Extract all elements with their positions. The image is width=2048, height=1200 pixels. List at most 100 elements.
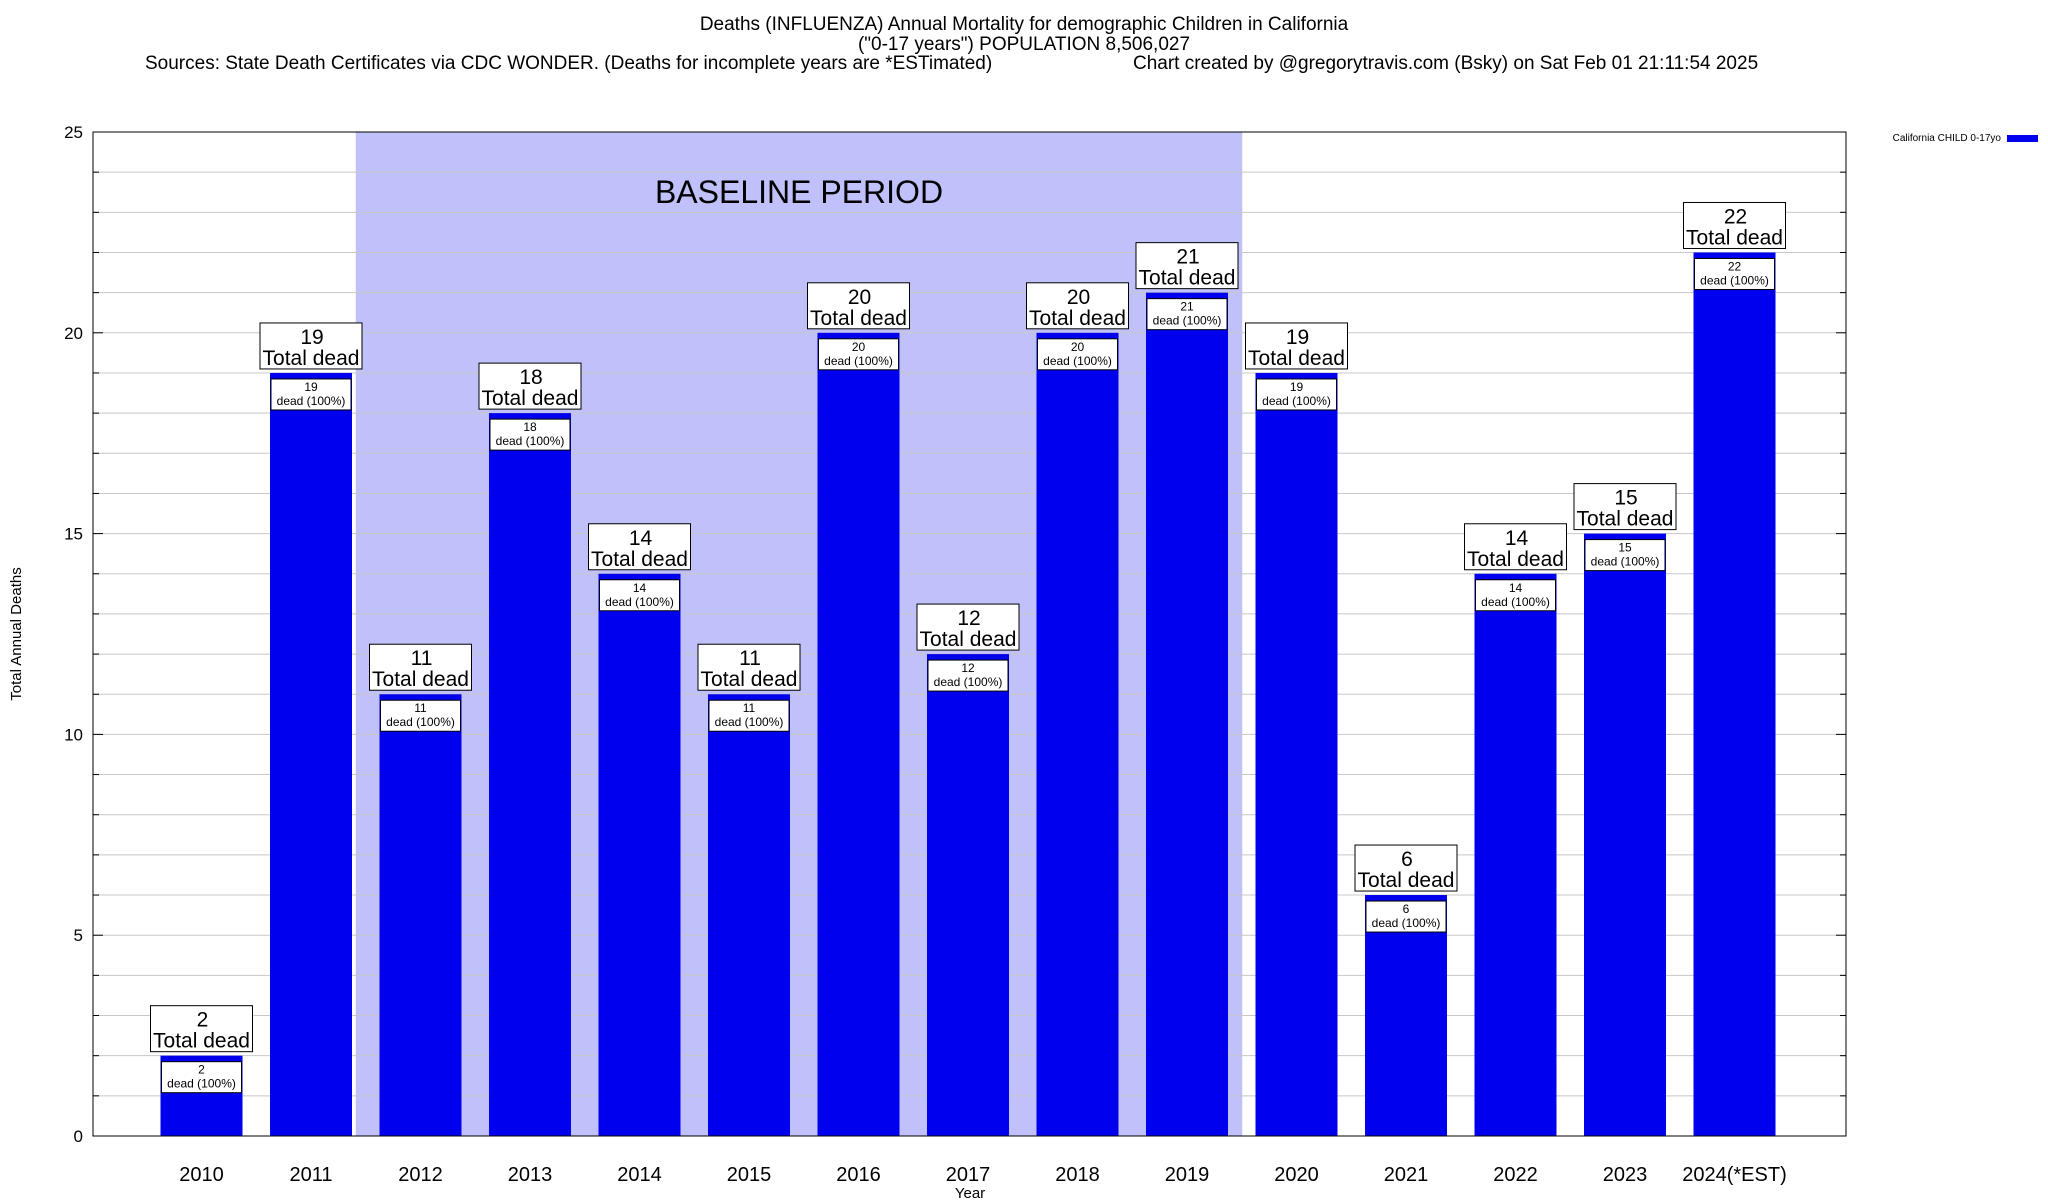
bar-label-value: 20 (848, 286, 871, 309)
x-tick-label: 2024(*EST) (1682, 1164, 1787, 1186)
bar-inner-box (270, 378, 352, 411)
bar (598, 573, 681, 1136)
bar (1474, 573, 1557, 1136)
bar-label-box (259, 322, 363, 370)
x-axis-label: Year (955, 1185, 985, 1200)
bar-label-box (588, 523, 691, 571)
bar-label-value: 18 (519, 366, 542, 389)
bar-label-caption: Total dead (1467, 548, 1564, 571)
bar-label-caption: Total dead (701, 668, 798, 691)
bar (1693, 252, 1776, 1137)
chart-credit: Chart created by @gregorytravis.com (Bsk… (1133, 53, 1759, 74)
bar-label-caption: Total dead (1248, 347, 1345, 370)
bar-label-value: 15 (1614, 487, 1637, 510)
bar-label-box (1245, 322, 1348, 370)
x-tick-label: 2018 (1055, 1164, 1100, 1186)
bar-label-caption: Total dead (810, 307, 907, 330)
bar (708, 694, 790, 1136)
bar-label-caption: Total dead (920, 628, 1017, 651)
bar-label-caption: Total dead (1686, 226, 1783, 249)
bar-label-box (150, 1005, 253, 1053)
bar-label-value: 12 (957, 607, 980, 630)
bar-label-box (1354, 844, 1458, 892)
bar-inner-caption: dead (100%) (1700, 273, 1769, 287)
bar-label-box (369, 643, 472, 691)
bar-inner-value: 14 (633, 581, 647, 595)
bar-inner-value: 20 (852, 340, 866, 354)
bar (1036, 332, 1119, 1136)
bar-label-box (1683, 201, 1786, 249)
y-tick-label: 15 (64, 525, 83, 544)
bar-inner-caption: dead (100%) (1262, 394, 1331, 408)
bar-inner-caption: dead (100%) (386, 715, 455, 729)
bar-label-caption: Total dead (1358, 869, 1455, 892)
bar-inner-box (1694, 257, 1775, 290)
bar (270, 372, 352, 1137)
bar-inner-value: 6 (1403, 902, 1410, 916)
bar-label-box (1026, 282, 1129, 330)
bar-inner-box (489, 418, 571, 451)
x-tick-label: 2022 (1493, 1164, 1538, 1186)
bar-inner-box (1146, 298, 1228, 331)
bar-label-value: 11 (411, 647, 433, 670)
bar-inner-caption: dead (100%) (1372, 916, 1441, 930)
bar-inner-caption: dead (100%) (824, 354, 893, 368)
x-tick-label: 2011 (289, 1164, 332, 1186)
bar-inner-caption: dead (100%) (496, 434, 565, 448)
bar-label-caption: Total dead (591, 548, 688, 571)
bar-label-caption: Total dead (1577, 508, 1674, 531)
bar-inner-value: 22 (1728, 259, 1742, 273)
bar (1365, 895, 1447, 1136)
bar-inner-value: 11 (414, 701, 427, 715)
bar (927, 654, 1009, 1136)
bar-inner-value: 18 (523, 420, 537, 434)
bar-inner-value: 21 (1180, 300, 1194, 314)
x-tick-label: 2012 (398, 1164, 443, 1186)
bar-inner-box (599, 579, 680, 612)
bar-label-box (697, 643, 801, 691)
x-tick-label: 2021 (1384, 1164, 1429, 1186)
bar-inner-caption: dead (100%) (605, 595, 674, 609)
bar-label-value: 21 (1176, 246, 1199, 269)
bar-label-value: 14 (629, 527, 653, 550)
y-tick-label: 5 (74, 926, 83, 945)
x-tick-label: 2020 (1274, 1164, 1319, 1186)
x-tick-label: 2013 (508, 1164, 553, 1186)
bar-inner-box (1037, 338, 1118, 371)
bar-label-caption: Total dead (372, 668, 469, 691)
bar-inner-value: 11 (743, 701, 756, 715)
chart-subtitle: ("0-17 years") POPULATION 8,506,027 (857, 34, 1191, 55)
x-tick-label: 2023 (1603, 1164, 1648, 1186)
bar-inner-caption: dead (100%) (277, 394, 346, 408)
bar (817, 332, 900, 1136)
bar-inner-value: 14 (1509, 581, 1523, 595)
x-tick-label: 2014 (617, 1164, 662, 1186)
bar (1146, 292, 1228, 1136)
bar (1255, 372, 1338, 1137)
bar-inner-caption: dead (100%) (934, 675, 1003, 689)
bar-label-value: 20 (1067, 286, 1090, 309)
bar-inner-box (161, 1061, 242, 1094)
x-tick-label: 2016 (836, 1164, 881, 1186)
bar-label-box (807, 282, 910, 330)
bar-label-caption: Total dead (1029, 307, 1126, 330)
bar-inner-value: 12 (961, 661, 975, 675)
bar-inner-box (818, 338, 899, 371)
chart-sources: Sources: State Death Certificates via CD… (145, 53, 993, 74)
x-tick-label: 2019 (1165, 1164, 1210, 1186)
x-tick-label: 2017 (946, 1164, 991, 1186)
bar-inner-caption: dead (100%) (715, 715, 784, 729)
bar-label-value: 19 (1286, 326, 1309, 349)
bar-label-value: 2 (197, 1009, 209, 1032)
bar (1584, 533, 1666, 1136)
bar-label-box (478, 362, 582, 410)
bar-label-value: 14 (1505, 527, 1529, 550)
bar-label-caption: Total dead (263, 347, 360, 370)
bar (489, 413, 571, 1136)
bar-label-value: 11 (739, 647, 761, 670)
y-axis-label: Total Annual Deaths (8, 567, 25, 700)
bar-inner-box (927, 659, 1009, 692)
bar-inner-caption: dead (100%) (1153, 314, 1222, 328)
bar-inner-box (1256, 378, 1337, 411)
